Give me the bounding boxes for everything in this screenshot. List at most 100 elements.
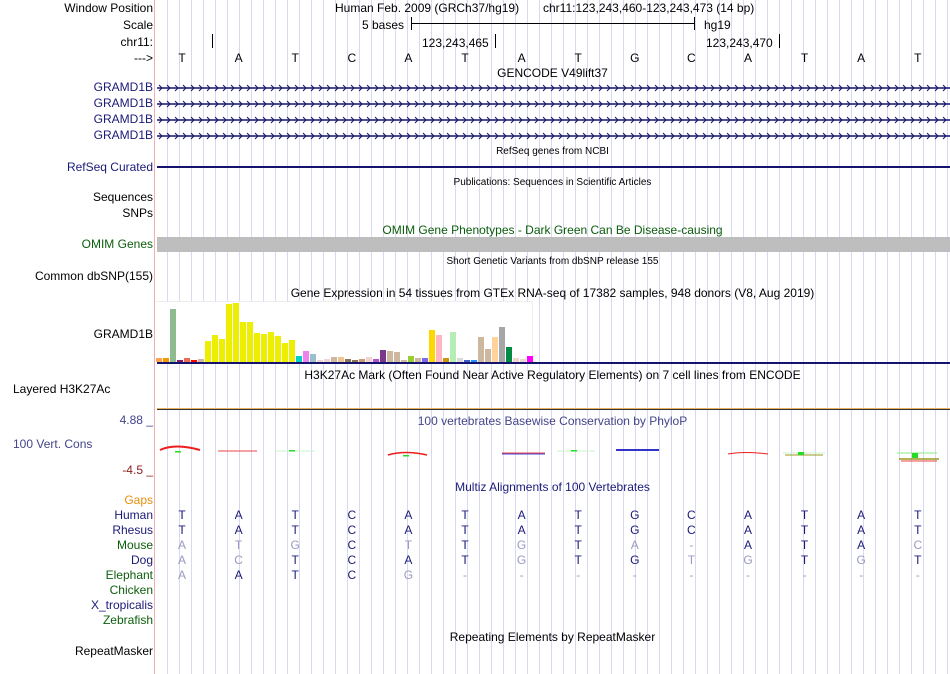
strand-arrow-icon [190, 100, 195, 108]
strand-arrow-icon [902, 100, 907, 108]
gencode-gene-label[interactable]: GRAMD1B [93, 128, 153, 142]
cons-mark [159, 445, 201, 451]
gtex-tissue-bar[interactable] [527, 356, 533, 362]
refseq-label[interactable]: RefSeq Curated [66, 160, 153, 174]
gtex-tissue-bar[interactable] [401, 360, 407, 362]
strand-arrow-icon [646, 116, 651, 124]
species-label[interactable]: X_tropicalis [90, 598, 153, 612]
pubs-label-snps[interactable]: SNPs [122, 206, 153, 220]
gtex-tissue-bar[interactable] [317, 360, 323, 362]
strand-arrow-icon [182, 132, 187, 140]
gtex-tissue-bar[interactable] [457, 358, 463, 362]
gtex-tissue-bar[interactable] [450, 332, 456, 362]
gtex-tissue-bar[interactable] [520, 359, 526, 362]
gtex-tissue-bar[interactable] [429, 330, 435, 362]
gtex-tissue-bar[interactable] [254, 332, 260, 362]
cons-plot[interactable] [155, 440, 950, 470]
gtex-tissue-bar[interactable] [191, 359, 197, 362]
gtex-tissue-bar[interactable] [373, 359, 379, 362]
gtex-tissue-bar[interactable] [310, 354, 316, 362]
gtex-tissue-bar[interactable] [422, 358, 428, 362]
gtex-tissue-bar[interactable] [184, 358, 190, 362]
gtex-tissue-bar[interactable] [163, 358, 169, 362]
strand-arrow-icon [750, 84, 755, 92]
species-label[interactable]: Zebrafish [102, 613, 153, 627]
strand-arrow-icon [486, 84, 491, 92]
omim-label[interactable]: OMIM Genes [81, 237, 153, 251]
gtex-tissue-bar[interactable] [366, 357, 372, 362]
gtex-tissue-bar[interactable] [296, 356, 302, 362]
species-label[interactable]: Elephant [105, 568, 153, 582]
gtex-tissue-bar[interactable] [303, 351, 309, 362]
gtex-tissue-bar[interactable] [408, 356, 414, 362]
gtex-tissue-bar[interactable] [506, 346, 512, 362]
gtex-tissue-bar[interactable] [198, 359, 204, 362]
gtex-tissue-bar[interactable] [387, 351, 393, 362]
gaps-label[interactable]: Gaps [124, 493, 153, 507]
gencode-gene-label[interactable]: GRAMD1B [93, 80, 153, 94]
gtex-tissue-bar[interactable] [345, 359, 351, 362]
gencode-gene-label[interactable]: GRAMD1B [93, 96, 153, 110]
strand-arrow-icon [334, 100, 339, 108]
gencode-transcript[interactable] [157, 114, 950, 124]
h3k27ac-label[interactable]: Layered H3K27Ac [13, 382, 111, 396]
gtex-tissue-bar[interactable] [352, 360, 358, 362]
gtex-tissue-bar[interactable] [261, 333, 267, 362]
dbsnp-label[interactable]: Common dbSNP(155) [34, 269, 153, 283]
gtex-tissue-bar[interactable] [275, 335, 281, 362]
gtex-tissue-bar[interactable] [338, 357, 344, 362]
cons-title: 100 vertebrates Basewise Conservation by… [417, 414, 688, 428]
gtex-tissue-bar[interactable] [394, 352, 400, 362]
gtex-tissue-bar[interactable] [443, 358, 449, 362]
pubs-label-sequences[interactable]: Sequences [92, 190, 153, 204]
gtex-tissue-bar[interactable] [464, 360, 470, 362]
species-label[interactable]: Mouse [116, 538, 153, 552]
cons-label[interactable]: 100 Vert. Cons [13, 437, 93, 451]
gtex-tissue-bar[interactable] [240, 322, 246, 362]
gtex-tissue-bar[interactable] [268, 332, 274, 362]
gtex-tissue-bar[interactable] [485, 349, 491, 362]
strand-arrow-icon [710, 84, 715, 92]
gtex-tissue-bar[interactable] [380, 350, 386, 362]
gtex-tissue-bar[interactable] [226, 303, 232, 362]
gtex-tissue-bar[interactable] [324, 359, 330, 362]
gencode-gene-label[interactable]: GRAMD1B [93, 112, 153, 126]
omim-gene-bar[interactable] [157, 237, 950, 252]
gencode-transcript[interactable] [157, 98, 950, 108]
gtex-tissue-bar[interactable] [478, 336, 484, 362]
strand-arrow-icon [614, 100, 619, 108]
gtex-tissue-bar[interactable] [205, 340, 211, 362]
gencode-transcript[interactable] [157, 82, 950, 92]
strand-arrow-icon [374, 132, 379, 140]
gtex-tissue-bar[interactable] [247, 322, 253, 362]
gtex-tissue-bar[interactable] [282, 342, 288, 362]
species-label[interactable]: Chicken [109, 583, 153, 597]
rmsk-label[interactable]: RepeatMasker [74, 644, 153, 658]
gtex-tissue-bar[interactable] [359, 359, 365, 362]
gtex-tissue-bar[interactable] [233, 303, 239, 362]
species-label[interactable]: Human [114, 508, 153, 522]
strand-arrow-icon [542, 132, 547, 140]
species-label[interactable]: Dog [130, 553, 153, 567]
gencode-title: GENCODE V49lift37 [497, 66, 608, 80]
gtex-chart[interactable] [155, 301, 533, 362]
gtex-tissue-bar[interactable] [331, 357, 337, 362]
gtex-tissue-bar[interactable] [170, 308, 176, 362]
alignment-base: G [630, 508, 640, 522]
gtex-tissue-bar[interactable] [156, 358, 162, 362]
gtex-tissue-bar[interactable] [219, 338, 225, 362]
gencode-transcript[interactable] [157, 130, 950, 140]
gtex-tissue-bar[interactable] [177, 360, 183, 362]
gtex-tissue-bar[interactable] [471, 360, 477, 362]
gtex-tissue-bar[interactable] [492, 336, 498, 362]
gtex-tissue-bar[interactable] [513, 358, 519, 362]
gtex-tissue-bar[interactable] [289, 339, 295, 362]
gtex-label[interactable]: GRAMD1B [93, 327, 153, 341]
gtex-tissue-bar[interactable] [212, 334, 218, 362]
strand-arrow-icon [790, 132, 795, 140]
refseq-gene-line[interactable] [157, 166, 950, 168]
gtex-tissue-bar[interactable] [499, 327, 505, 362]
gtex-tissue-bar[interactable] [415, 358, 421, 362]
species-label[interactable]: Rhesus [112, 523, 153, 537]
gtex-tissue-bar[interactable] [436, 334, 442, 362]
